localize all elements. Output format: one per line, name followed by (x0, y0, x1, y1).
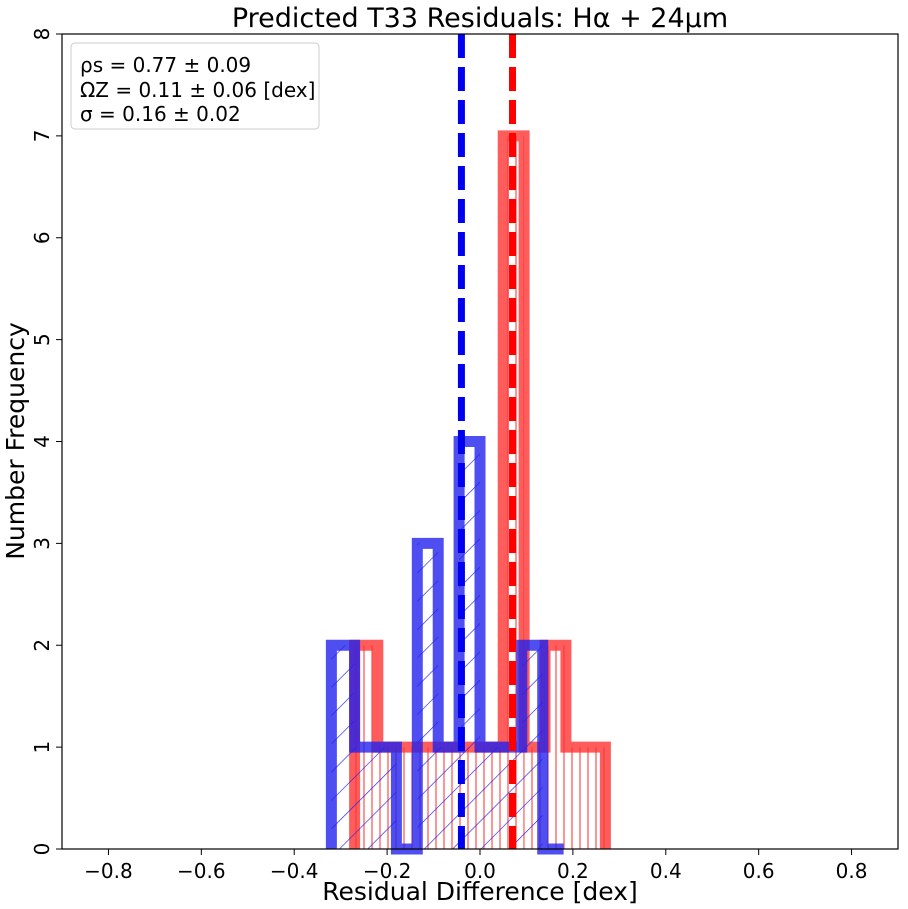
x-tick-label: 0.6 (743, 859, 775, 883)
x-tick-label: −0.2 (363, 859, 412, 883)
x-tick-label: 0.8 (836, 859, 868, 883)
stats-box: ρs = 0.77 ± 0.09 ΩZ = 0.11 ± 0.06 [dex] … (70, 42, 320, 130)
stats-sigma: σ = 0.16 ± 0.02 (80, 102, 241, 126)
y-tick-label: 4 (30, 435, 54, 448)
x-tick-label: 0.4 (650, 859, 682, 883)
x-tick-label: −0.6 (177, 859, 226, 883)
x-tick-label: 0.0 (464, 859, 496, 883)
y-tick-label: 0 (30, 843, 54, 856)
x-tick-label: −0.8 (84, 859, 133, 883)
stats-omega: ΩZ = 0.11 ± 0.06 [dex] (80, 78, 315, 102)
chart-title: Predicted T33 Residuals: Hα + 24μm (232, 3, 728, 34)
histogram-bar (565, 747, 587, 849)
y-tick-label: 6 (30, 231, 54, 244)
histogram-outline (325, 436, 564, 855)
y-tick-label: 5 (30, 333, 54, 346)
x-axis-title: Residual Difference [dex] (322, 877, 637, 906)
histogram-bar (480, 747, 501, 849)
y-axis-title: Number Frequency (1, 322, 30, 560)
y-tick-label: 2 (30, 639, 54, 652)
y-tick-label: 8 (30, 28, 54, 41)
x-tick-label: −0.4 (270, 859, 319, 883)
histogram-bar (331, 645, 355, 849)
histogram-bar (438, 747, 460, 849)
x-tick-label: 0.2 (557, 859, 589, 883)
stats-box-frame (70, 42, 320, 130)
stats-rho: ρs = 0.77 ± 0.09 (80, 53, 251, 77)
histogram-bar (354, 747, 374, 849)
y-tick-label: 7 (30, 130, 54, 143)
y-tick-label: 1 (30, 741, 54, 754)
y-tick-label: 3 (30, 537, 54, 550)
histogram-bar (373, 747, 397, 849)
